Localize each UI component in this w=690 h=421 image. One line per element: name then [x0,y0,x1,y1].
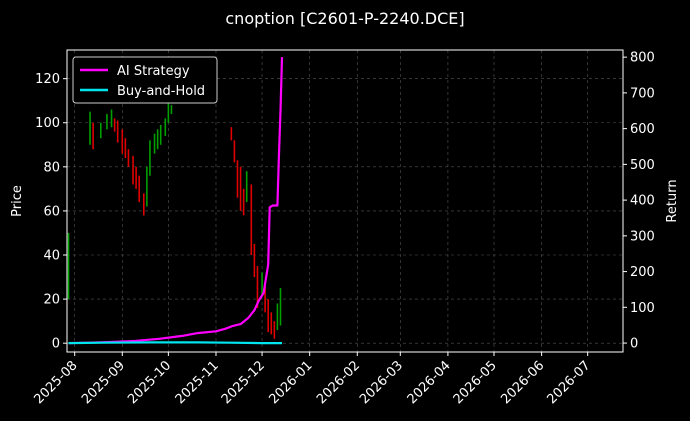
y2-tick-label: 400 [630,194,655,209]
x-tick-label: 2026-03 [357,358,406,407]
return-lines [68,57,284,345]
x-tick-label: 2025-11 [173,358,222,407]
y2-tick-label: 500 [630,158,655,173]
plot-frame [66,49,624,353]
x-tick-label: 2026-07 [544,358,593,407]
y2-tick-label: 200 [630,265,655,280]
x-tick-label: 2026-06 [498,358,547,407]
y2-tick-label: 0 [630,337,638,352]
grid [67,50,623,352]
y-tick-label: 80 [43,160,60,175]
y-tick-label: 40 [43,249,60,264]
x-tick-label: 2026-02 [314,358,363,407]
y-tick-label: 60 [43,204,60,219]
y-axis-right: 0 100 200 300 400 500 600 700 800 [623,51,655,352]
y-tick-label: 100 [35,116,60,131]
y-tick-label: 0 [52,337,60,352]
y2-tick-label: 700 [630,86,655,101]
y-axis-left: 0 20 40 60 80 100 120 [35,72,67,352]
y2-axis-label: Return [665,179,680,222]
y-tick-label: 120 [35,72,60,87]
legend: AI Strategy Buy-and-Hold [72,56,218,104]
x-axis: 2025-082025-092025-102025-112025-122026-… [31,352,594,407]
x-tick-label: 2026-01 [266,358,315,407]
ai-strategy-line [68,57,284,345]
x-tick-label: 2026-04 [405,358,454,407]
y-tick-label: 20 [43,293,60,308]
legend-label-ai: AI Strategy [117,64,190,79]
x-tick-label: 2025-12 [219,358,268,407]
chart-title: cnoption [C2601-P-2240.DCE] [225,9,464,28]
x-tick-label: 2025-10 [125,358,174,407]
legend-label-bh: Buy-and-Hold [117,84,205,99]
y-axis-label: Price [10,185,25,217]
y2-tick-label: 300 [630,229,655,244]
buy-and-hold-line [68,341,282,345]
y2-tick-label: 100 [630,301,655,316]
x-tick-label: 2026-05 [451,358,500,407]
legend-box [72,56,218,104]
y2-tick-label: 800 [630,51,655,66]
y2-tick-label: 600 [630,122,655,137]
x-tick-label: 2025-09 [79,358,128,407]
x-tick-label: 2025-08 [31,358,80,407]
price-candles [67,100,282,339]
